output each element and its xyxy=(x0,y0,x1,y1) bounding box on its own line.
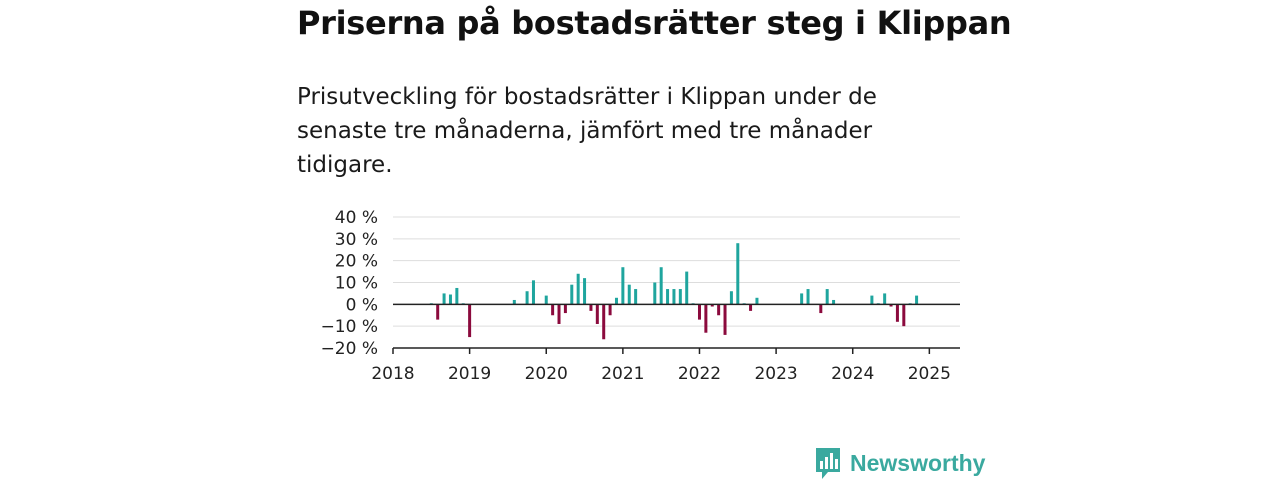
bar xyxy=(755,297,759,305)
y-tick-label: 30 % xyxy=(335,230,378,250)
y-tick-label: −20 % xyxy=(321,339,378,359)
bar xyxy=(602,304,606,340)
bar xyxy=(704,304,708,333)
bar xyxy=(512,299,516,305)
bar xyxy=(685,271,689,305)
bar xyxy=(653,282,657,305)
bar xyxy=(736,243,740,305)
x-tick-label: 2025 xyxy=(908,364,951,384)
newsworthy-logo-icon xyxy=(816,448,840,479)
x-tick-label: 2022 xyxy=(678,364,721,384)
bar xyxy=(659,267,663,305)
bar xyxy=(749,304,753,311)
bar xyxy=(563,304,567,314)
bar xyxy=(627,284,631,305)
x-tick-label: 2021 xyxy=(601,364,644,384)
bar xyxy=(442,293,446,305)
bar xyxy=(832,299,836,305)
bar xyxy=(806,289,810,305)
x-tick-label: 2019 xyxy=(448,364,491,384)
value-annotation: 4 % xyxy=(913,0,945,5)
bar xyxy=(672,289,676,305)
bar xyxy=(800,293,804,305)
bar xyxy=(589,304,593,311)
bar xyxy=(608,304,612,316)
bar xyxy=(902,304,906,327)
bar xyxy=(883,293,887,305)
y-tick-label: −10 % xyxy=(321,317,378,337)
bar xyxy=(819,304,823,314)
bar xyxy=(825,289,829,305)
y-tick-label: 0 % xyxy=(346,295,378,315)
bar xyxy=(525,291,529,305)
bar xyxy=(621,267,625,305)
chart-subtitle: Prisutveckling för bostadsrätter i Klipp… xyxy=(297,84,877,178)
x-tick-label: 2023 xyxy=(754,364,797,384)
bar xyxy=(448,294,452,305)
bar xyxy=(710,304,714,307)
bar xyxy=(723,304,727,335)
bar xyxy=(697,304,701,320)
bar xyxy=(544,295,548,305)
bar xyxy=(436,304,440,320)
y-tick-label: 10 % xyxy=(335,274,378,294)
bar xyxy=(614,297,618,305)
bar xyxy=(678,289,682,305)
chart-title: Priserna på bostadsrätter steg i Klippan xyxy=(297,4,1012,42)
bar xyxy=(915,295,919,305)
bar xyxy=(895,304,899,322)
y-tick-label: 20 % xyxy=(335,252,378,272)
brand-name: Newsworthy xyxy=(850,449,986,476)
bar xyxy=(870,295,874,305)
bar xyxy=(455,287,459,305)
bar xyxy=(889,304,893,307)
bar xyxy=(717,304,721,316)
bar xyxy=(666,289,670,305)
bar xyxy=(551,304,555,316)
x-tick-label: 2020 xyxy=(525,364,568,384)
bar xyxy=(570,284,574,305)
bar xyxy=(468,304,472,338)
brand-logo: Newsworthy xyxy=(814,445,985,481)
bar xyxy=(576,273,580,305)
x-tick-label: 2018 xyxy=(371,364,414,384)
y-tick-label: 40 % xyxy=(335,208,378,228)
bar xyxy=(634,289,638,305)
bar xyxy=(729,291,733,305)
bar xyxy=(531,280,535,305)
bar xyxy=(583,278,587,305)
bar xyxy=(595,304,599,324)
x-tick-label: 2024 xyxy=(831,364,874,384)
bar xyxy=(557,304,561,324)
